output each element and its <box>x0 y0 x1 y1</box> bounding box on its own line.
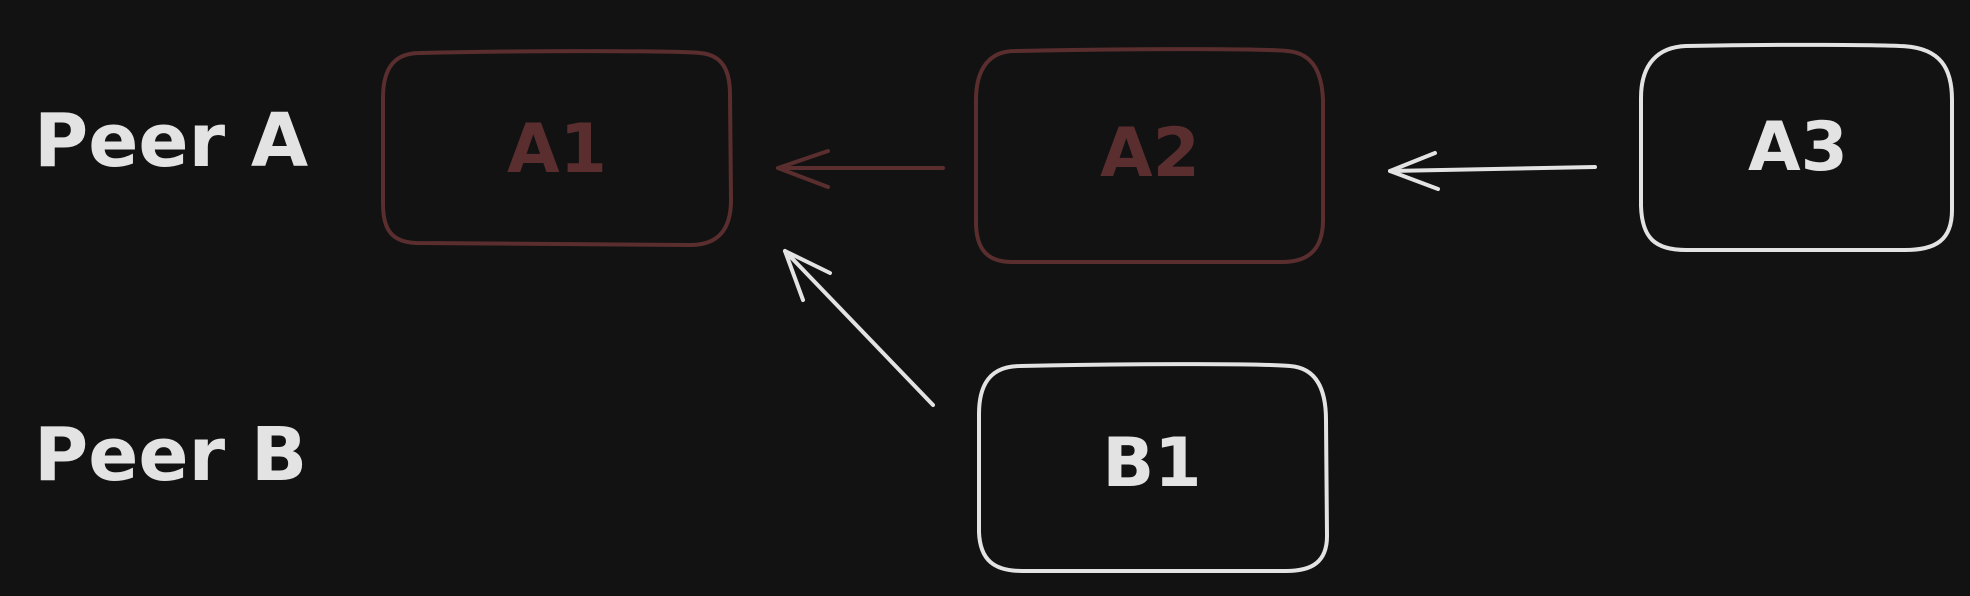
node-a1[interactable]: A1 <box>381 49 733 247</box>
node-a3-box <box>1639 42 1954 252</box>
node-a2-label: A2 <box>1100 114 1200 193</box>
peer-b-label: Peer B <box>34 412 307 498</box>
node-a2[interactable]: A2 <box>974 47 1325 264</box>
node-a1-label: A1 <box>507 110 607 189</box>
edge-a3-to-a2-line <box>1388 165 1597 173</box>
edge-a2-to-a1 <box>776 149 945 189</box>
peer-a-label: Peer A <box>34 98 308 184</box>
edge-a3-to-a2 <box>1388 151 1597 191</box>
edge-a2-to-a1-arrowhead <box>776 149 830 189</box>
node-a1-box <box>381 49 733 247</box>
edge-b1-to-a1 <box>783 249 935 407</box>
node-b1-box <box>977 362 1329 573</box>
node-a3-label: A3 <box>1748 108 1848 187</box>
node-b1[interactable]: B1 <box>977 362 1329 573</box>
node-a3[interactable]: A3 <box>1639 42 1954 252</box>
node-a2-box <box>974 47 1325 264</box>
edge-b1-to-a1-line <box>783 249 935 407</box>
node-b1-label: B1 <box>1102 424 1201 503</box>
edge-b1-to-a1-arrowhead <box>783 249 832 302</box>
edge-a3-to-a2-arrowhead <box>1388 151 1440 191</box>
